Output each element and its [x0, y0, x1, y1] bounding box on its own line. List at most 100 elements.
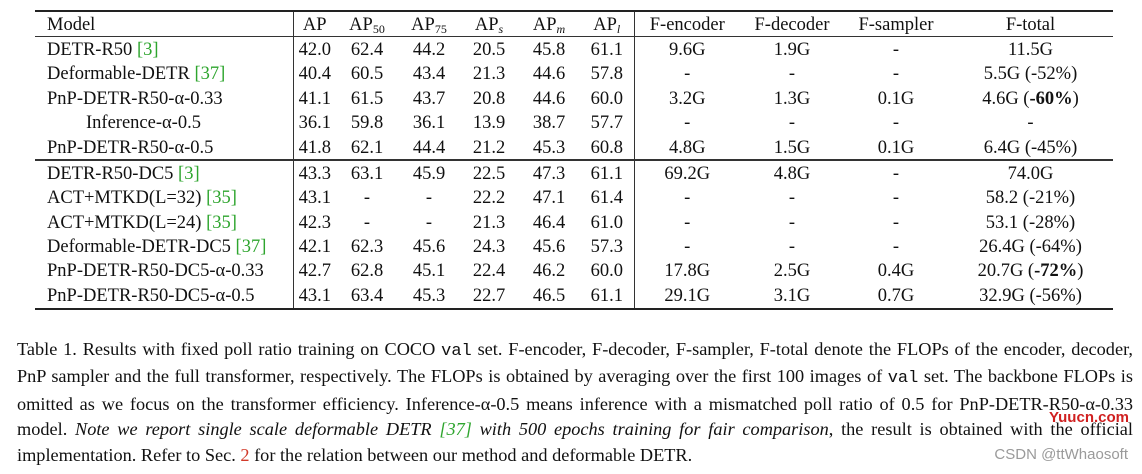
- f-decoder-cell: -: [788, 113, 796, 134]
- model-cell: PnP-DETR-R50-DC5-α-0.33: [47, 261, 264, 282]
- ap75-cell: -: [425, 212, 433, 233]
- f-sampler-cell: 0.4G: [877, 261, 915, 282]
- header-ap: AP: [292, 11, 336, 38]
- f-total-cell: 11.5G: [1007, 40, 1054, 61]
- f-total-cell: 58.2 (-21%): [985, 188, 1076, 209]
- site-watermark: Yuucn.com: [1048, 409, 1129, 426]
- ap-cell: 41.1: [292, 86, 336, 111]
- ap-cell: 43.1: [292, 185, 336, 210]
- f-sampler-cell: 0.1G: [844, 134, 948, 162]
- ap75-cell: 44.4: [398, 134, 460, 162]
- apm-cell: 47.1: [532, 188, 566, 209]
- apl-cell: 57.8: [590, 64, 623, 85]
- header-row: Model AP AP50 AP75 APs APm APl F-encoder…: [35, 11, 1113, 38]
- table-row: PnP-DETR-R50-α-0.33 41.1 61.5 43.7 20.8 44.6 6…: [35, 86, 1113, 111]
- ap75-cell: 43.4: [412, 64, 446, 85]
- aps-cell: 22.7: [460, 283, 518, 310]
- results-table: Model AP AP50 AP75 APs APm APl F-encoder…: [35, 10, 1113, 310]
- table-row: PnP-DETR-R50-DC5-α-0.5 43.1 63.4 45.3 22.7 46…: [35, 283, 1113, 310]
- header-apl: APl: [580, 11, 634, 38]
- ap75-cell: 43.7: [412, 88, 446, 109]
- f-total-cell: 74.0G: [1007, 163, 1054, 184]
- citation-link[interactable]: [35]: [206, 212, 237, 233]
- f-encoder-cell: -: [633, 234, 740, 259]
- ap50-cell: 63.1: [350, 163, 384, 184]
- f-sampler-cell: -: [892, 113, 900, 134]
- f-decoder-cell: -: [788, 237, 796, 258]
- f-encoder-cell: -: [633, 110, 740, 135]
- apl-cell: 60.0: [590, 88, 623, 109]
- ap50-cell: 62.3: [350, 237, 384, 258]
- ap-cell: 43.1: [292, 283, 336, 310]
- aps-cell: 22.2: [472, 188, 506, 209]
- ap-cell: 36.1: [292, 110, 336, 135]
- apl-cell: 60.0: [590, 261, 623, 282]
- f-encoder-cell: 4.8G: [633, 134, 740, 162]
- citation-link[interactable]: [35]: [206, 188, 237, 209]
- f-sampler-cell: 0.1G: [877, 88, 915, 109]
- f-encoder-cell: 29.1G: [633, 283, 740, 310]
- citation-link[interactable]: [3]: [136, 40, 159, 61]
- ap75-cell: 45.3: [398, 283, 460, 310]
- header-f-decoder: F-decoder: [740, 11, 844, 38]
- apm-cell: 46.5: [518, 283, 580, 310]
- apl-cell: 61.1: [580, 283, 634, 310]
- model-cell: PnP-DETR-R50-α-0.5: [35, 134, 293, 162]
- ap-cell: 42.7: [292, 258, 336, 284]
- ap50-cell: 62.8: [350, 261, 384, 282]
- ap50-cell: 61.5: [350, 88, 384, 109]
- f-encoder-cell: -: [633, 185, 740, 210]
- header-f-sampler: F-sampler: [844, 11, 948, 38]
- f-total-cell: 26.4G (-64%): [979, 237, 1082, 258]
- apl-cell: 57.7: [590, 113, 623, 134]
- f-total-cell: 53.1 (-28%): [985, 212, 1076, 233]
- aps-cell: 22.5: [472, 163, 506, 184]
- apm-cell: 44.6: [532, 64, 566, 85]
- f-encoder-cell: 69.2G: [633, 160, 740, 186]
- apm-cell: 38.7: [532, 113, 566, 134]
- f-decoder-cell: 1.9G: [773, 40, 811, 61]
- csdn-watermark: CSDN @ttWhaosoft: [994, 446, 1128, 463]
- ap75-cell: 45.6: [412, 237, 446, 258]
- header-model: Model: [35, 11, 293, 38]
- ap75-cell: 44.2: [412, 40, 446, 61]
- f-sampler-cell: 0.7G: [844, 283, 948, 310]
- model-cell: ACT+MTKD(L=32) [35]: [47, 188, 237, 209]
- model-cell: Inference-α-0.5: [86, 113, 201, 134]
- ap-cell: 43.3: [292, 160, 336, 186]
- apm-cell: 45.8: [532, 40, 566, 61]
- apm-cell: 46.2: [532, 261, 566, 282]
- table-row: Inference-α-0.5 36.1 59.8 36.1 13.9 38.7 57.7-…: [35, 110, 1113, 135]
- apm-cell: 47.3: [532, 163, 566, 184]
- citation-link[interactable]: [3]: [178, 163, 200, 184]
- header-f-total: F-total: [948, 11, 1113, 38]
- f-total-cell: 4.6G (-60%): [982, 88, 1079, 109]
- aps-cell: 20.8: [472, 88, 506, 109]
- table-row: ACT+MTKD(L=32) [35] 43.1- -22.2 47.1 61.4- - -…: [35, 185, 1113, 210]
- f-encoder-cell: -: [633, 210, 740, 235]
- model-cell: DETR-R50 [3]: [47, 40, 159, 61]
- ap-cell: 40.4: [292, 61, 336, 87]
- f-total-cell: -: [1027, 113, 1034, 134]
- table-row: PnP-DETR-R50-DC5-α-0.33 42.7 62.8 45.1 22.4 4…: [35, 258, 1113, 284]
- f-encoder-cell: 17.8G: [633, 258, 740, 284]
- apl-cell: 60.8: [580, 134, 634, 162]
- model-cell: Deformable-DETR-DC5 [37]: [47, 237, 267, 258]
- header-ap75: AP75: [398, 11, 460, 38]
- apm-cell: 46.4: [532, 212, 566, 233]
- citation-link[interactable]: [37]: [194, 64, 226, 85]
- ap-cell: 42.0: [292, 36, 336, 62]
- model-cell: Deformable-DETR [37]: [47, 64, 226, 85]
- f-encoder-cell: 9.6G: [633, 36, 740, 62]
- apl-cell: 61.1: [590, 163, 623, 184]
- ap-cell: 41.8: [292, 134, 336, 162]
- results-body: DETR-R50 [3] 42.0 62.4 44.2 20.5 45.8 61.1 9.6G…: [35, 36, 1113, 310]
- citation-link[interactable]: [37]: [235, 237, 267, 258]
- ap50-cell: -: [363, 212, 371, 233]
- apm-cell: 45.3: [518, 134, 580, 162]
- ap50-cell: 62.1: [336, 134, 398, 162]
- ap75-cell: 45.1: [412, 261, 446, 282]
- results-table-container: Model AP AP50 AP75 APs APm APl F-encoder…: [35, 10, 1113, 310]
- header-ap50: AP50: [336, 11, 398, 38]
- aps-cell: 20.5: [472, 40, 506, 61]
